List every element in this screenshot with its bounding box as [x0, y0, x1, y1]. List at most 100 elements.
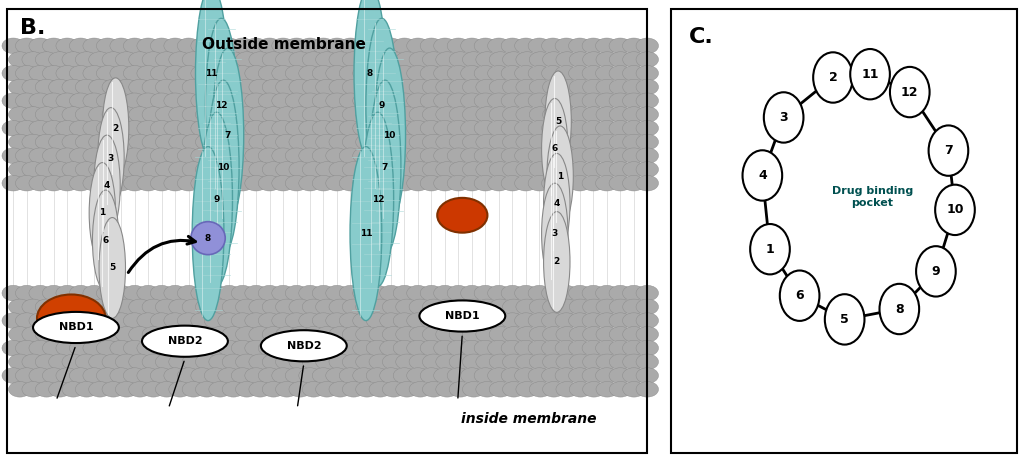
Circle shape — [461, 120, 483, 136]
Circle shape — [83, 93, 105, 109]
Circle shape — [503, 299, 525, 315]
Circle shape — [489, 107, 512, 122]
Circle shape — [29, 65, 51, 81]
Circle shape — [271, 340, 294, 356]
Circle shape — [420, 340, 442, 356]
Circle shape — [410, 52, 431, 67]
Circle shape — [555, 38, 578, 54]
Circle shape — [474, 340, 497, 356]
Circle shape — [35, 162, 57, 177]
Circle shape — [369, 327, 391, 342]
Circle shape — [568, 175, 591, 191]
Circle shape — [42, 313, 65, 328]
Circle shape — [182, 382, 205, 397]
Circle shape — [236, 52, 258, 67]
Circle shape — [474, 368, 497, 383]
Circle shape — [596, 313, 618, 328]
Circle shape — [568, 368, 591, 383]
Circle shape — [151, 313, 173, 328]
Circle shape — [596, 107, 618, 122]
Circle shape — [423, 327, 444, 342]
Circle shape — [236, 354, 258, 370]
Circle shape — [299, 120, 322, 136]
Circle shape — [205, 120, 226, 136]
Circle shape — [528, 368, 551, 383]
Circle shape — [568, 120, 591, 136]
Circle shape — [231, 38, 254, 54]
Ellipse shape — [370, 80, 401, 254]
Circle shape — [516, 162, 539, 177]
Circle shape — [582, 175, 604, 191]
Circle shape — [367, 120, 389, 136]
Circle shape — [116, 299, 138, 315]
Circle shape — [568, 38, 591, 54]
Circle shape — [299, 65, 322, 81]
Circle shape — [569, 382, 592, 397]
Ellipse shape — [190, 222, 225, 255]
Circle shape — [302, 327, 325, 342]
Circle shape — [609, 65, 632, 81]
Circle shape — [83, 368, 105, 383]
Circle shape — [299, 175, 322, 191]
Circle shape — [142, 134, 165, 150]
Circle shape — [543, 354, 565, 370]
Circle shape — [447, 285, 470, 301]
Circle shape — [231, 93, 254, 109]
Circle shape — [382, 79, 404, 95]
Circle shape — [636, 148, 658, 164]
Circle shape — [355, 79, 378, 95]
Circle shape — [420, 368, 442, 383]
Circle shape — [48, 299, 71, 315]
Circle shape — [487, 313, 510, 328]
Circle shape — [89, 327, 112, 342]
Circle shape — [35, 52, 57, 67]
Circle shape — [182, 299, 205, 315]
Circle shape — [116, 162, 138, 177]
Circle shape — [367, 313, 389, 328]
Circle shape — [29, 120, 51, 136]
Circle shape — [258, 93, 281, 109]
Circle shape — [636, 93, 658, 109]
Circle shape — [286, 313, 308, 328]
Circle shape — [236, 107, 258, 122]
Ellipse shape — [142, 326, 228, 357]
Circle shape — [83, 313, 105, 328]
Circle shape — [8, 79, 31, 95]
Circle shape — [556, 299, 579, 315]
Circle shape — [489, 327, 512, 342]
Circle shape — [329, 382, 351, 397]
Circle shape — [190, 175, 213, 191]
Circle shape — [289, 52, 311, 67]
Circle shape — [447, 93, 470, 109]
Circle shape — [22, 354, 44, 370]
Circle shape — [423, 162, 444, 177]
Circle shape — [407, 368, 429, 383]
Circle shape — [569, 299, 592, 315]
Text: 1: 1 — [557, 172, 563, 181]
Circle shape — [218, 65, 241, 81]
Circle shape — [436, 327, 459, 342]
Circle shape — [83, 120, 105, 136]
Circle shape — [636, 175, 658, 191]
Ellipse shape — [208, 80, 239, 254]
Circle shape — [410, 327, 431, 342]
Circle shape — [489, 162, 512, 177]
Text: NBD2: NBD2 — [168, 336, 203, 346]
Circle shape — [369, 162, 391, 177]
Circle shape — [393, 340, 416, 356]
Circle shape — [299, 340, 322, 356]
Circle shape — [196, 299, 218, 315]
Circle shape — [555, 368, 578, 383]
Circle shape — [636, 382, 658, 397]
Circle shape — [315, 79, 338, 95]
Circle shape — [258, 65, 281, 81]
Circle shape — [382, 107, 404, 122]
Circle shape — [169, 79, 191, 95]
Circle shape — [222, 52, 245, 67]
Circle shape — [302, 79, 325, 95]
Circle shape — [169, 107, 191, 122]
Circle shape — [42, 285, 65, 301]
Circle shape — [312, 148, 335, 164]
Circle shape — [556, 107, 579, 122]
Circle shape — [315, 327, 338, 342]
